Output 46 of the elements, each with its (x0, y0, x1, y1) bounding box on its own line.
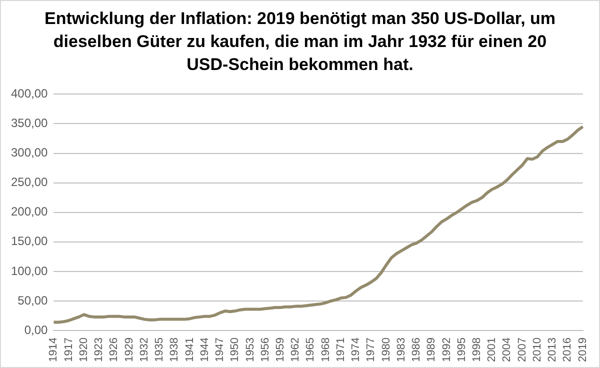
x-tick-label: 1980 (380, 338, 392, 362)
y-tick-label: 300,00 (11, 146, 48, 160)
y-tick-label: 0,00 (24, 322, 48, 337)
x-tick-label: 2019 (576, 338, 589, 362)
x-tick-label: 1932 (138, 338, 150, 362)
x-tick-label: 1920 (78, 338, 90, 362)
y-tick-label: 150,00 (11, 234, 48, 248)
y-tick-label: 100,00 (11, 264, 48, 278)
x-tick-label: 1989 (426, 338, 438, 362)
x-tick-label: 1953 (244, 338, 256, 362)
x-tick-label: 1968 (320, 338, 332, 362)
x-tick-label: 1956 (259, 338, 272, 362)
x-tick-label: 1941 (184, 338, 196, 362)
x-tick-label: 1995 (456, 338, 468, 362)
x-tick-label: 1962 (290, 338, 302, 362)
y-tick-label: 250,00 (11, 175, 48, 190)
x-tick-label: 1950 (229, 338, 242, 362)
x-tick-label: 1986 (410, 338, 423, 362)
x-tick-label: 2016 (562, 338, 574, 362)
y-tick-label: 400,00 (11, 86, 48, 101)
x-tick-label: 1923 (93, 338, 106, 362)
x-tick-label: 1974 (350, 338, 362, 362)
y-tick-label: 50,00 (18, 293, 48, 308)
x-tick-label: 1938 (168, 338, 181, 362)
y-tick-label: 200,00 (11, 204, 48, 219)
x-tick-label: 2001 (486, 338, 498, 362)
x-tick-label: 1992 (440, 338, 453, 362)
y-tick-label: 350,00 (11, 116, 48, 130)
x-tick-label: 1971 (334, 338, 347, 362)
x-tick-label: 1998 (471, 338, 484, 362)
x-tick-label: 1983 (395, 338, 408, 362)
x-tick-label: 1965 (304, 338, 317, 362)
x-tick-label: 1944 (198, 338, 211, 362)
x-tick-label: 2013 (546, 338, 559, 362)
x-tick-label: 1914 (48, 338, 60, 362)
x-tick-label: 1977 (365, 338, 378, 362)
x-tick-label: 1959 (274, 338, 286, 362)
chart-title: Entwicklung der Inflation: 2019 benötigt man 350 US-Dollar, um dieselben Güter zu kaufen, die man im Jahr 1932 für einen 20 USD-Schein bekommen hat. (43, 8, 557, 76)
x-tick-label: 1947 (214, 338, 226, 362)
x-tick-label: 2004 (501, 338, 514, 362)
x-tick-label: 1917 (62, 338, 75, 362)
x-tick-label: 1935 (154, 338, 166, 362)
x-tick-label: 1929 (123, 338, 136, 362)
x-tick-label: 1926 (108, 338, 120, 362)
x-tick-label: 2007 (516, 338, 528, 362)
x-tick-label: 2010 (531, 338, 544, 362)
